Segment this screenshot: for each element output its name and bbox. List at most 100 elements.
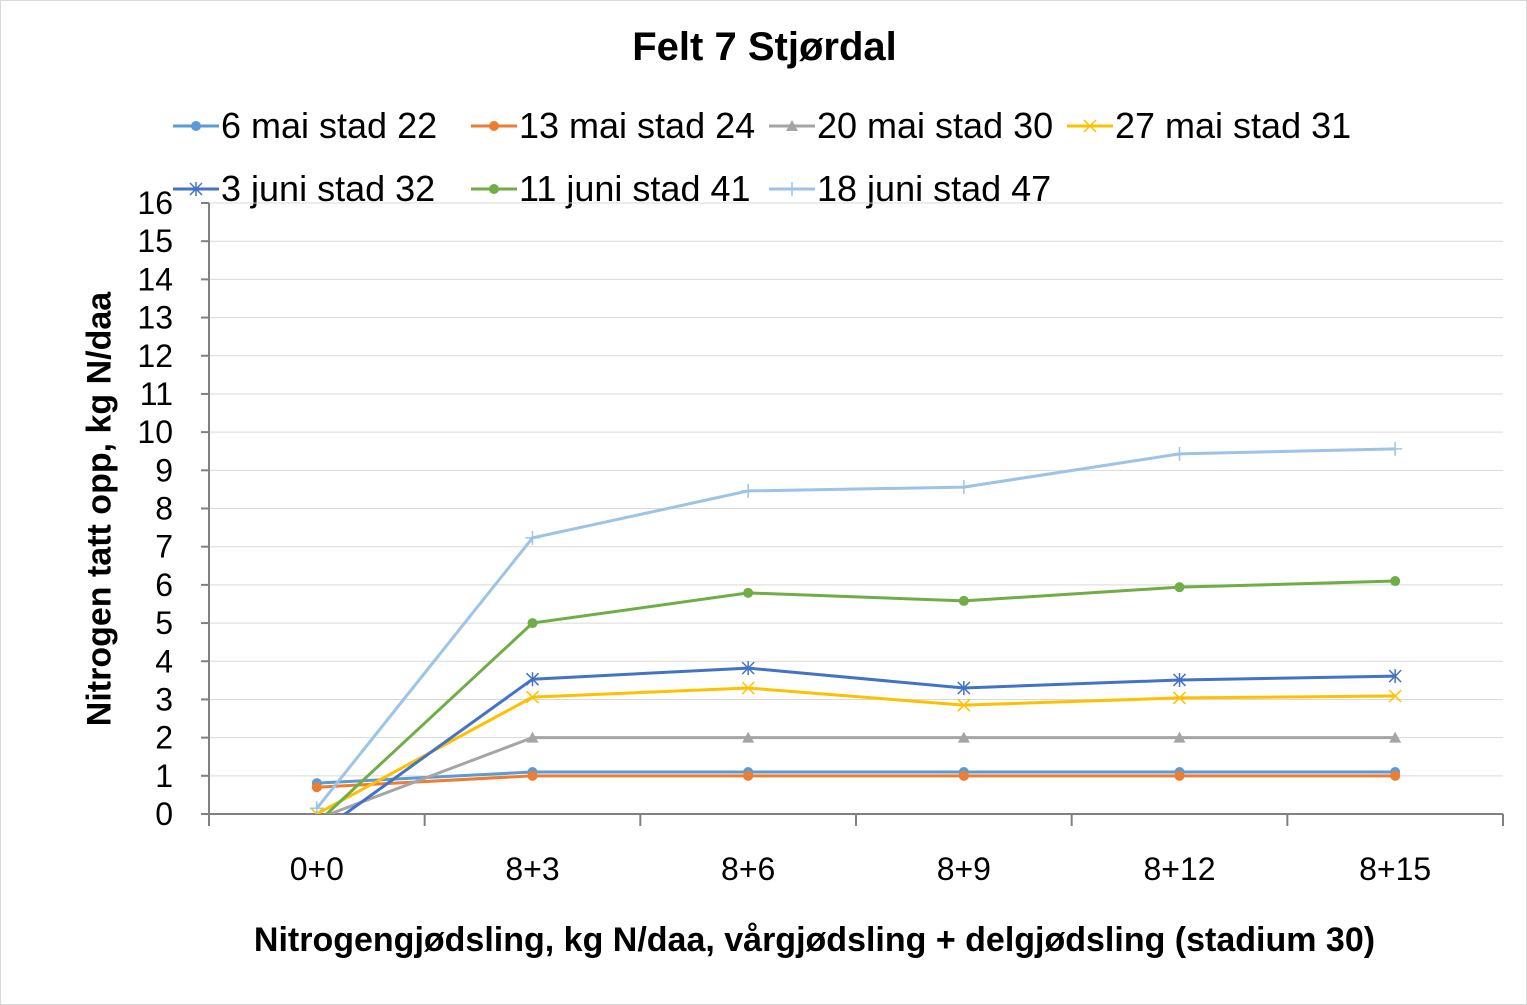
data-point <box>743 770 754 781</box>
legend-item: 11 juni stad 41 <box>471 168 751 210</box>
legend-marker <box>489 184 499 194</box>
legend-item: 13 mai stad 24 <box>471 105 755 147</box>
legend-label: 13 mai stad 24 <box>519 105 756 146</box>
legend-item: 3 juni stad 32 <box>173 168 435 210</box>
y-tick-label: 0 <box>155 796 173 832</box>
data-point <box>958 770 969 781</box>
series-line <box>315 447 1396 810</box>
legend-item: 6 mai stad 22 <box>173 105 437 147</box>
data-point <box>1172 446 1187 461</box>
data-point <box>309 801 324 814</box>
data-point <box>958 595 969 606</box>
data-point <box>957 731 970 743</box>
data-point <box>741 661 755 676</box>
y-tick-label: 10 <box>137 414 173 450</box>
chart-title: Felt 7 Stjørdal <box>632 25 897 69</box>
data-point <box>742 731 755 743</box>
data-point <box>525 672 540 687</box>
legend-swatch <box>471 184 517 194</box>
data-point <box>310 807 324 814</box>
data-point <box>1173 731 1186 743</box>
y-tick-label: 6 <box>155 567 173 603</box>
legend-label: 3 juni stad 32 <box>221 168 436 209</box>
x-tick-label: 8+15 <box>1359 851 1431 887</box>
series-6 <box>309 441 1403 814</box>
legend-marker <box>1083 119 1097 133</box>
y-tick-label: 11 <box>140 376 173 412</box>
data-point <box>956 480 971 495</box>
series-line <box>325 736 1396 814</box>
legend-label: 20 mai stad 30 <box>817 105 1054 146</box>
legend-marker <box>786 120 798 131</box>
data-point <box>527 618 538 629</box>
y-tick-label: 8 <box>155 491 173 527</box>
data-point <box>311 827 323 841</box>
legend-marker <box>191 121 201 131</box>
data-point <box>527 770 538 781</box>
data-point <box>311 782 322 793</box>
data-point <box>743 587 754 598</box>
legend-swatch <box>769 120 815 131</box>
y-tick-label: 15 <box>137 223 173 259</box>
legend-label: 18 juni stad 47 <box>817 168 1052 209</box>
data-point <box>1174 582 1185 593</box>
y-tick-label: 5 <box>155 605 173 641</box>
data-point <box>1174 770 1185 781</box>
series-line <box>316 770 1396 785</box>
data-point <box>1390 770 1401 781</box>
data-point <box>525 690 540 704</box>
legend-marker <box>489 121 499 131</box>
x-tick-label: 8+6 <box>721 851 775 887</box>
data-point <box>1172 672 1187 687</box>
data-point <box>1388 669 1402 684</box>
legend-swatch <box>173 121 219 131</box>
series-line <box>324 579 1396 814</box>
legend-marker <box>189 182 203 196</box>
data-point <box>312 818 322 828</box>
series-line <box>316 686 1396 814</box>
x-tick-label: 0+0 <box>290 851 344 887</box>
data-point <box>1390 576 1401 587</box>
data-point <box>1172 691 1187 705</box>
series-1 <box>311 770 1401 793</box>
data-point <box>1389 731 1402 743</box>
data-point <box>1388 441 1403 456</box>
x-tick-label: 8+12 <box>1143 851 1215 887</box>
y-tick-label: 9 <box>155 452 173 488</box>
legend-swatch <box>1067 119 1113 133</box>
y-tick-label: 3 <box>155 681 173 717</box>
series-3 <box>310 681 1402 814</box>
series-line <box>316 774 1396 789</box>
y-tick-label: 4 <box>155 643 173 679</box>
legend-label: 6 mai stad 22 <box>221 105 438 146</box>
y-tick-label: 1 <box>155 758 173 794</box>
series-line <box>342 666 1396 814</box>
x-tick-label: 8+3 <box>505 851 559 887</box>
legend-item: 27 mai stad 31 <box>1067 105 1351 147</box>
legend-item: 20 mai stad 30 <box>769 105 1053 147</box>
data-point <box>741 483 756 498</box>
legend-marker <box>785 182 799 196</box>
legend-swatch <box>173 182 219 196</box>
legend-label: 27 mai stad 31 <box>1115 105 1352 146</box>
data-point <box>741 681 755 695</box>
x-axis-label: Nitrogengjødsling, kg N/daa, vårgjødslin… <box>253 921 1376 959</box>
y-tick-label: 12 <box>137 338 173 374</box>
series-2 <box>316 731 1402 814</box>
series-4 <box>311 661 1402 841</box>
legend-label: 11 juni stad 41 <box>519 168 751 209</box>
y-tick-label: 7 <box>155 529 173 565</box>
y-tick-label: 13 <box>137 300 173 336</box>
data-point <box>525 530 540 545</box>
y-tick-label: 16 <box>137 185 173 221</box>
legend-item: 18 juni stad 47 <box>769 168 1051 210</box>
data-point <box>1388 689 1402 703</box>
data-point <box>957 680 971 695</box>
data-point <box>526 731 539 743</box>
legend-swatch <box>471 121 517 131</box>
series-5 <box>312 576 1401 828</box>
y-tick-label: 14 <box>137 261 173 297</box>
y-tick-label: 2 <box>155 720 173 756</box>
